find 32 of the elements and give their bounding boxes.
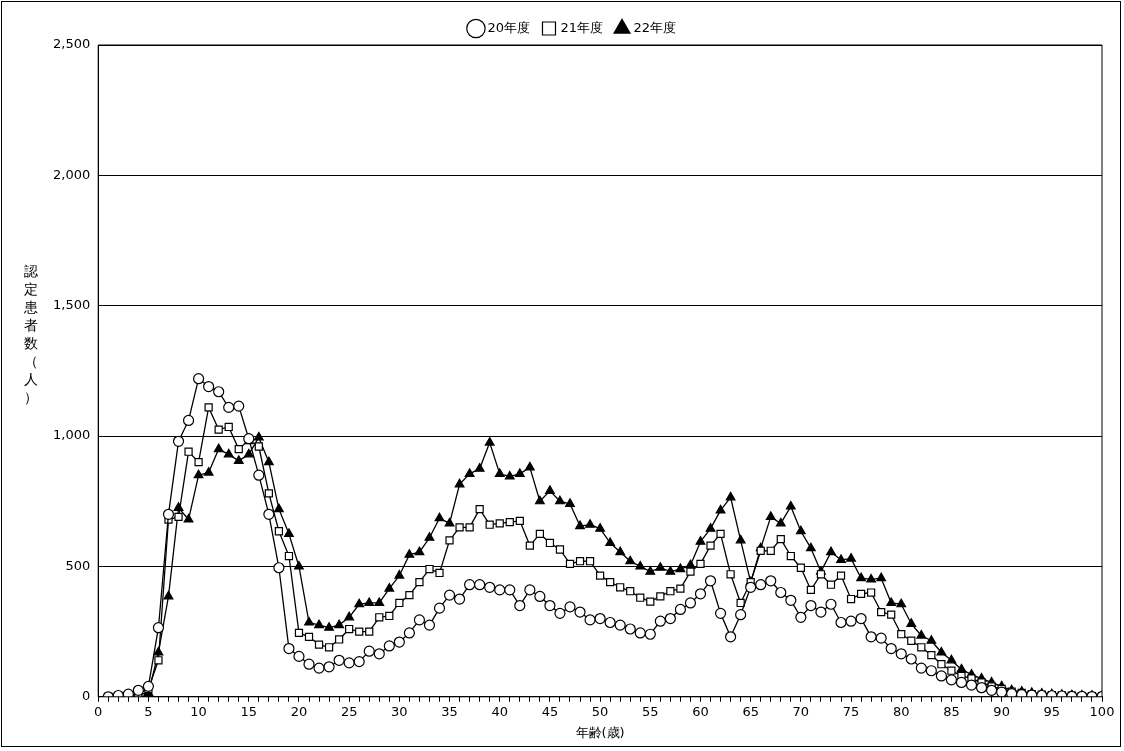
x-tick-label: 70 bbox=[792, 703, 810, 719]
y-tick-label: 2,000 bbox=[53, 166, 91, 182]
legend-label: 22年度 bbox=[633, 19, 677, 35]
x-tick-label: 65 bbox=[742, 703, 759, 719]
x-tick-label: 60 bbox=[692, 703, 709, 719]
x-axis-title: 年齢(歳) bbox=[575, 724, 625, 740]
legend-label: 21年度 bbox=[560, 19, 604, 35]
y-tick-label: 1,000 bbox=[53, 427, 91, 443]
x-tick-label: 15 bbox=[240, 703, 258, 719]
x-tick-label: 35 bbox=[441, 703, 458, 719]
x-tick-label: 80 bbox=[892, 703, 910, 719]
x-tick-label: 100 bbox=[1089, 703, 1115, 719]
x-tick-label: 75 bbox=[842, 703, 860, 719]
x-tick-label: 25 bbox=[340, 703, 358, 719]
x-tick-label: 40 bbox=[491, 703, 508, 719]
x-tick-label: 90 bbox=[993, 703, 1010, 719]
x-tick-label: 85 bbox=[943, 703, 960, 719]
legend-label: 20年度 bbox=[487, 19, 530, 35]
x-tick-label: 55 bbox=[642, 703, 659, 719]
y-axis-title: 認定患者数（人） bbox=[23, 262, 39, 406]
x-tick-label: 45 bbox=[541, 703, 559, 719]
y-tick-label: 500 bbox=[65, 557, 91, 573]
x-tick-label: 30 bbox=[391, 703, 408, 719]
x-tick-label: 20 bbox=[290, 703, 308, 719]
y-tick-label: 2,500 bbox=[53, 36, 91, 52]
x-tick-label: 10 bbox=[190, 703, 207, 719]
y-tick-label: 1,500 bbox=[53, 297, 91, 313]
x-tick-label: 95 bbox=[1043, 703, 1061, 719]
x-tick-label: 0 bbox=[94, 703, 103, 719]
y-tick-label: 0 bbox=[81, 688, 91, 704]
x-tick-label: 5 bbox=[144, 703, 153, 719]
x-tick-label: 50 bbox=[591, 703, 609, 719]
